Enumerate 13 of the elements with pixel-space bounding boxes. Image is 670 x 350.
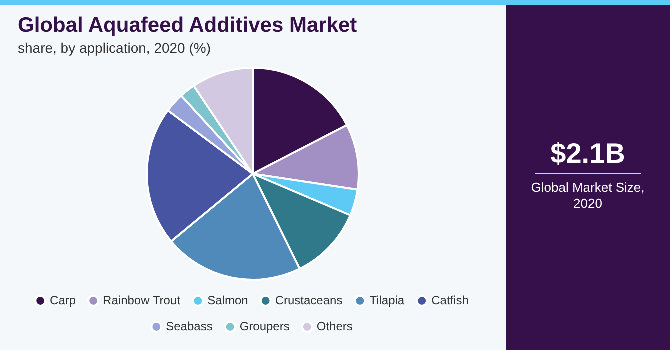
legend-label: Rainbow Trout [103,293,182,308]
chart-subtitle: share, by application, 2020 (%) [18,40,212,56]
legend-label: Carp [50,293,76,308]
legend-label: Others [316,319,353,334]
legend-label: Catfish [432,293,469,308]
text: Global Market Size, 2020 [530,180,646,212]
legend-label: Seabass [166,319,213,334]
chart-title: Global Aquafeed Additives Market [18,14,358,38]
text: $2.1B [550,138,626,170]
legend-label: Groupers [240,319,290,334]
legend-label: Crustaceans [275,293,343,308]
legend-label: Salmon [208,293,248,308]
legend-label: Tilapia [370,293,405,308]
